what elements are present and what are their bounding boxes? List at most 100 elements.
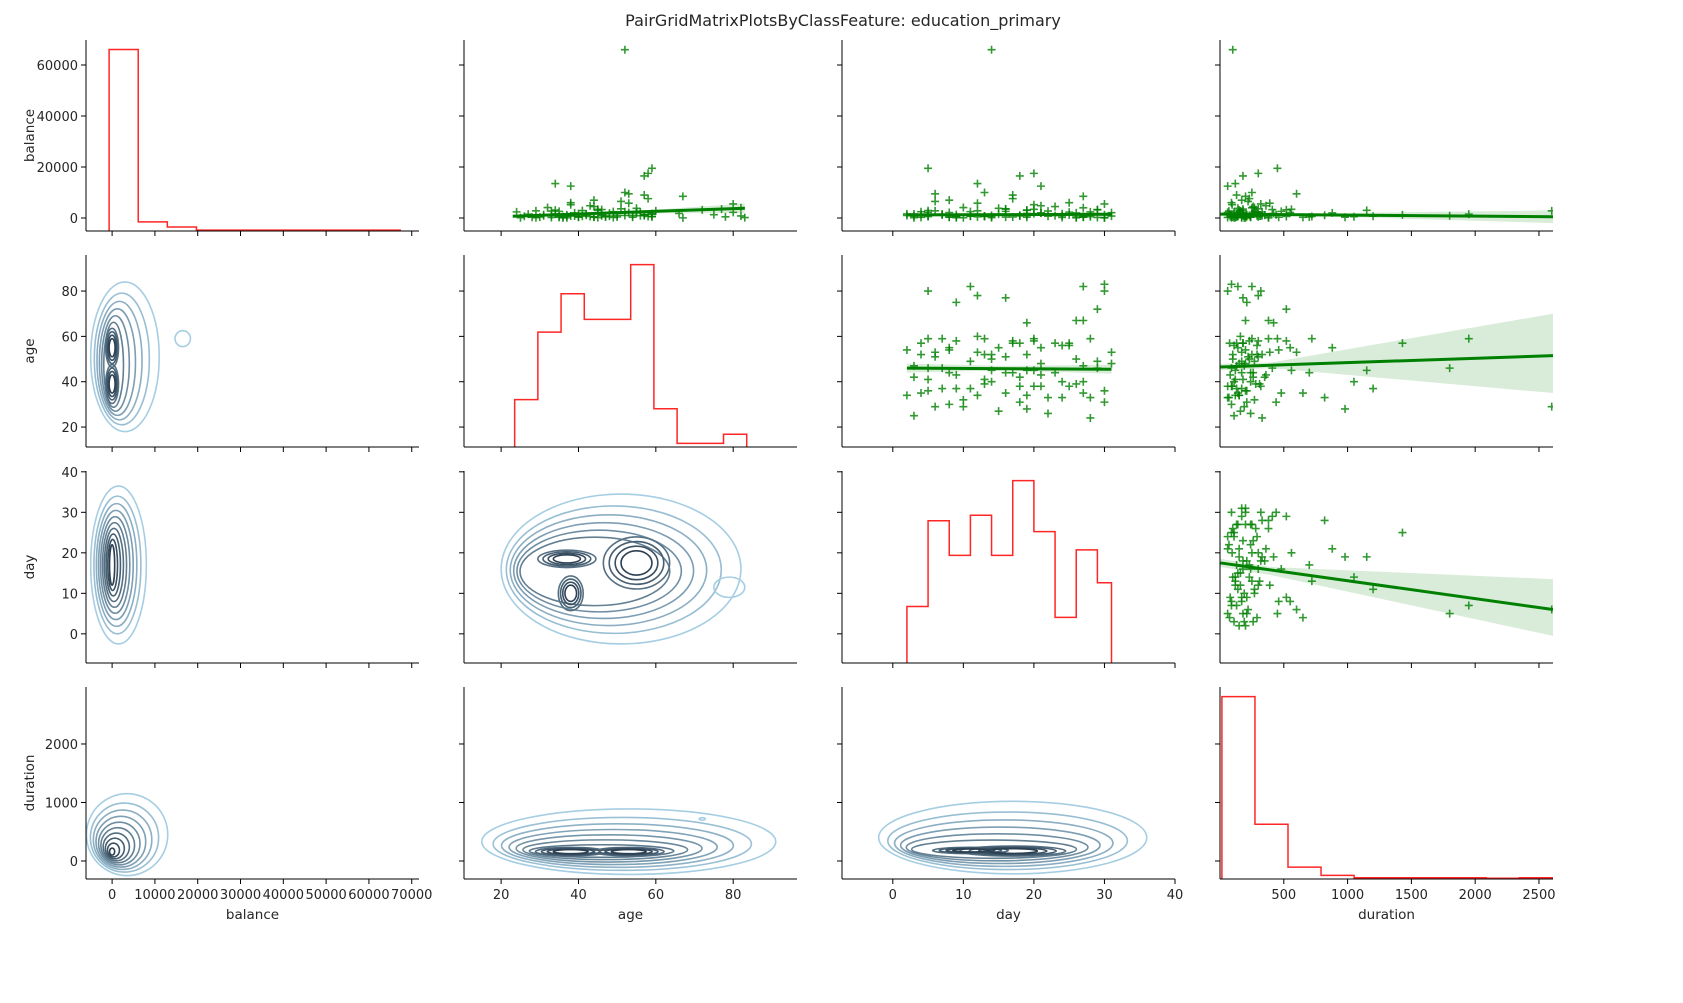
scatter-point — [1445, 609, 1454, 618]
scatter-point — [1036, 382, 1045, 391]
scatter-point — [966, 357, 975, 366]
kde-contour — [106, 330, 119, 365]
y-axis-label: balance — [22, 109, 38, 162]
scatter-point — [1226, 370, 1235, 379]
scatter-point — [1273, 609, 1282, 618]
kde-contour — [552, 848, 589, 855]
kde-contour — [987, 847, 1039, 855]
scatter-point — [959, 203, 968, 212]
scatter-point — [1362, 552, 1371, 561]
scatter-point — [1093, 357, 1102, 366]
scatter-point — [1547, 206, 1553, 215]
scatter-point — [1230, 532, 1239, 541]
scatter-point — [952, 336, 961, 345]
kde-contour — [620, 549, 653, 576]
plot-area — [1220, 280, 1553, 422]
scatter-point — [620, 188, 629, 197]
scatter-point — [1100, 398, 1109, 407]
scatter-point — [1022, 404, 1031, 413]
scatter-point — [1232, 191, 1241, 200]
kde-contour — [93, 292, 151, 426]
scatter-point — [1255, 577, 1264, 586]
scatter-point — [1254, 336, 1263, 345]
scatter-point — [1250, 585, 1259, 594]
scatter-point — [1247, 577, 1256, 586]
x-tick-label: 30000 — [220, 888, 261, 903]
regression-line — [906, 366, 1112, 371]
regression-ci-band — [1220, 313, 1553, 394]
scatter-point — [1292, 605, 1301, 614]
scatter-point — [1015, 382, 1024, 391]
scatter-point — [1008, 336, 1017, 345]
kde-contour — [602, 536, 671, 590]
x-tick-label: 1000 — [1331, 888, 1364, 903]
kde-contour — [92, 809, 153, 871]
kde-contour — [108, 374, 116, 394]
scatter-point — [1274, 345, 1283, 354]
kde-contour — [98, 308, 137, 417]
scatter-point — [1445, 364, 1454, 373]
scatter-point — [980, 350, 989, 359]
scatter-point — [1282, 512, 1291, 521]
scatter-point — [1001, 204, 1010, 213]
scatter-point — [1269, 318, 1278, 327]
scatter-point — [644, 212, 653, 221]
scatter-point — [909, 373, 918, 382]
kde-contour — [893, 819, 1114, 868]
kde-contour — [547, 552, 587, 566]
scatter-point — [1268, 205, 1277, 214]
y-axis-label: day — [22, 555, 38, 580]
scatter-point — [973, 391, 982, 400]
y-tick-label: 40000 — [37, 110, 78, 125]
y-tick-label: 2000 — [45, 738, 78, 753]
scatter-point — [994, 407, 1003, 416]
scatter-point — [1228, 45, 1237, 54]
scatter-point — [1093, 205, 1102, 214]
scatter-point — [973, 348, 982, 357]
scatter-point — [1223, 287, 1232, 296]
scatter-point — [917, 350, 926, 359]
kde-contour — [905, 832, 1089, 862]
scatter-point — [1341, 404, 1350, 413]
plot-area — [500, 493, 746, 645]
regression-ci-band — [1220, 558, 1553, 636]
scatter-point — [1264, 524, 1273, 533]
scatter-point — [1107, 359, 1116, 368]
scatter-point — [1044, 409, 1053, 418]
x-tick-label: 80 — [725, 888, 742, 903]
scatter-point — [640, 191, 649, 200]
scatter-point — [909, 411, 918, 420]
kde-contour — [528, 843, 675, 859]
scatter-point — [1051, 202, 1060, 211]
kde-contour — [500, 822, 735, 869]
x-tick-label: 2500 — [1522, 888, 1555, 903]
scatter-point — [1236, 581, 1245, 590]
kde-contour — [542, 550, 592, 567]
kde-contour — [561, 581, 580, 606]
scatter-point — [1253, 341, 1261, 350]
y-tick-label: 0 — [70, 628, 78, 643]
scatter-point — [1238, 171, 1247, 180]
scatter-point — [1086, 393, 1095, 402]
scatter-point — [917, 339, 926, 348]
scatter-point — [1238, 375, 1247, 384]
scatter-point — [952, 384, 961, 393]
scatter-point — [1079, 203, 1088, 212]
kde-contour — [97, 509, 134, 621]
y-axis-label: duration — [22, 755, 38, 812]
regression-line — [1220, 354, 1553, 369]
scatter-point — [924, 334, 933, 343]
kde-contour — [968, 846, 1058, 856]
scatter-point — [1093, 305, 1102, 314]
plot-area — [1220, 45, 1553, 224]
scatter-point — [994, 204, 1003, 213]
scatter-point — [1258, 552, 1267, 561]
scatter-point — [902, 391, 911, 400]
scatter-point — [1245, 355, 1254, 364]
scatter-point — [1029, 334, 1038, 343]
kde-contour — [96, 300, 143, 421]
scatter-point — [1246, 368, 1255, 377]
scatter-point — [624, 199, 633, 208]
scatter-point — [1242, 298, 1251, 307]
scatter-point — [1225, 339, 1234, 348]
